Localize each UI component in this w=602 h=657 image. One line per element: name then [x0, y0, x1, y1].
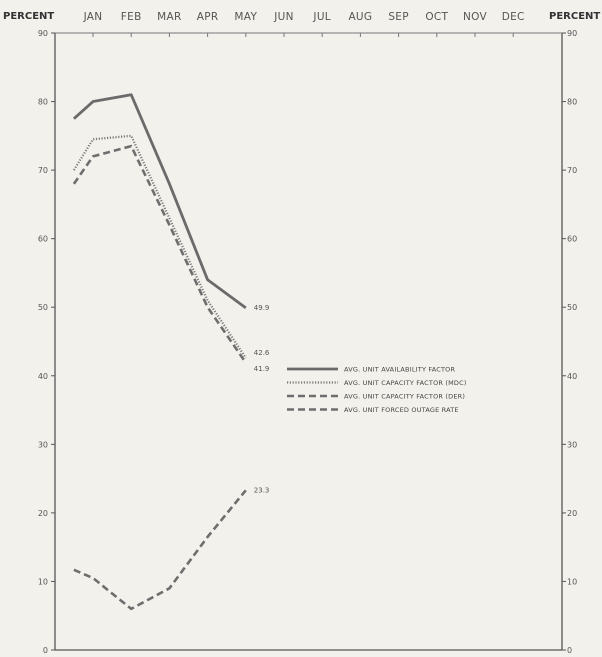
month-label-feb: FEB — [121, 11, 142, 23]
y-tick-label-right: 50 — [567, 303, 577, 312]
end-label-0: 49.9 — [254, 304, 270, 312]
month-label-aug: AUG — [348, 11, 372, 23]
end-label-2: 41.9 — [254, 365, 270, 373]
y-tick-label-left: 20 — [38, 509, 48, 518]
month-label-nov: NOV — [463, 11, 488, 23]
y-tick-label-right: 40 — [567, 372, 577, 381]
y-axis-title-right: PERCENT — [549, 11, 600, 22]
legend-label-3: AVG. UNIT FORCED OUTAGE RATE — [344, 406, 459, 414]
month-label-jul: JUL — [312, 11, 331, 23]
month-label-oct: OCT — [425, 11, 448, 23]
month-label-apr: APR — [197, 11, 219, 23]
month-label-dec: DEC — [502, 11, 525, 23]
end-label-3: 23.3 — [254, 486, 270, 494]
series-line-0 — [72, 93, 247, 310]
y-axis-title-left: PERCENT — [3, 11, 54, 22]
month-label-sep: SEP — [388, 11, 409, 23]
y-tick-label-right: 90 — [567, 29, 577, 38]
legend: AVG. UNIT AVAILABILITY FACTOR AVG. UNIT C… — [287, 366, 467, 414]
series-line-2 — [72, 144, 247, 364]
y-tick-label-left: 10 — [38, 577, 48, 586]
axis-ticks — [51, 32, 566, 651]
end-label-1: 42.6 — [254, 349, 270, 357]
y-tick-label-right: 70 — [567, 166, 577, 175]
y-tick-label-left: 30 — [38, 440, 48, 449]
legend-label-0: AVG. UNIT AVAILABILITY FACTOR — [344, 366, 455, 374]
y-tick-label-left: 40 — [38, 372, 48, 381]
y-tick-label-left: 50 — [38, 303, 48, 312]
y-axis-tick-labels: 0 0 10 10 20 20 30 30 40 40 50 50 60 60 70 70 80 80 90 90 — [38, 29, 577, 655]
month-label-jan: JAN — [83, 11, 103, 23]
series-end-labels: 49.9 42.6 41.9 23.3 — [254, 304, 270, 494]
month-label-may: MAY — [234, 11, 257, 23]
y-tick-label-right: 10 — [567, 577, 577, 586]
y-tick-label-right: 20 — [567, 509, 577, 518]
y-tick-label-right: 0 — [567, 646, 572, 655]
series-lines — [72, 93, 247, 611]
month-label-jun: JUN — [273, 11, 294, 23]
y-tick-label-left: 90 — [38, 29, 48, 38]
y-tick-label-left: 70 — [38, 166, 48, 175]
legend-label-2: AVG. UNIT CAPACITY FACTOR (DER) — [344, 393, 465, 401]
y-tick-label-right: 80 — [567, 98, 577, 107]
x-axis-month-labels: JAN FEB MAR APR MAY JUN JUL AUG SEP OCT NOV DEC — [83, 11, 525, 23]
series-line-3 — [73, 489, 247, 611]
plot-frame — [54, 32, 563, 651]
legend-label-1: AVG. UNIT CAPACITY FACTOR (MDC) — [344, 379, 467, 387]
y-tick-label-right: 60 — [567, 235, 577, 244]
y-tick-label-left: 60 — [38, 235, 48, 244]
y-tick-label-left: 80 — [38, 98, 48, 107]
y-tick-label-right: 30 — [567, 440, 577, 449]
y-tick-label-left: 0 — [43, 646, 48, 655]
month-label-mar: MAR — [157, 11, 181, 23]
